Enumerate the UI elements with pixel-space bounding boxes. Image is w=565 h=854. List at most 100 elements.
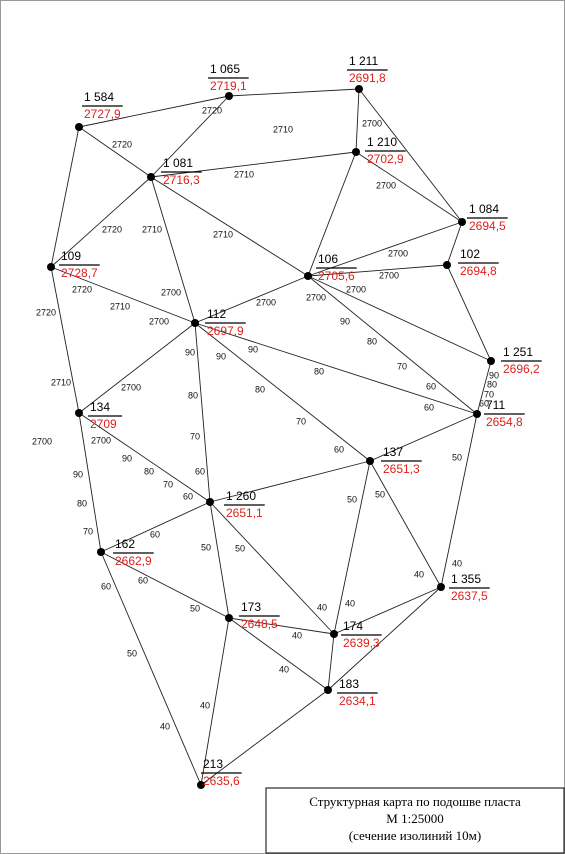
- well-elevation: 2719,1: [210, 79, 247, 93]
- contour-label: 40: [345, 598, 355, 608]
- well-number: 1 251: [503, 345, 533, 359]
- edge: [369, 413, 478, 462]
- edge: [100, 551, 230, 619]
- contour-label: 40: [160, 721, 170, 731]
- well-elevation: 2654,8: [486, 415, 523, 429]
- contour-label: 70: [83, 526, 93, 536]
- well-number: 1 355: [451, 572, 481, 586]
- contour-label: 40: [200, 700, 210, 710]
- contour-label: 90: [185, 347, 195, 357]
- edge: [440, 413, 478, 588]
- well-elevation: 2634,1: [339, 694, 376, 708]
- well-elevation: 2639,3: [343, 636, 380, 650]
- contour-label: 2700: [379, 270, 399, 280]
- well-elevation: 2709: [90, 417, 117, 431]
- edge: [194, 322, 371, 462]
- edge: [194, 322, 478, 415]
- well-number: 137: [383, 445, 403, 459]
- edge: [333, 586, 442, 635]
- contour-label: 2710: [110, 301, 130, 311]
- well-point: [225, 92, 233, 100]
- well-point: [473, 410, 481, 418]
- well-elevation: 2728,7: [61, 266, 98, 280]
- well-elevation: 2694,8: [460, 264, 497, 278]
- contour-label: 2710: [142, 224, 162, 234]
- well-elevation: 2691,8: [349, 71, 386, 85]
- edge: [78, 412, 102, 553]
- well-point: [324, 686, 332, 694]
- edge: [100, 551, 202, 786]
- well-elevation: 2705,6: [318, 269, 355, 283]
- edge: [209, 501, 230, 619]
- well-elevation: 2635,6: [203, 774, 240, 788]
- contour-label: 2700: [149, 316, 169, 326]
- contour-label: 60: [183, 491, 193, 501]
- contour-label: 40: [317, 602, 327, 612]
- edge: [200, 689, 329, 786]
- well-point: [147, 173, 155, 181]
- legend-title: Структурная карта по подошве пласта: [309, 794, 521, 809]
- well-number: 1 584: [84, 90, 114, 104]
- edge: [307, 264, 448, 277]
- edge: [194, 275, 309, 324]
- contour-label: 50: [201, 542, 211, 552]
- well-point: [304, 272, 312, 280]
- contour-label: 2720: [112, 139, 132, 149]
- edge: [358, 88, 463, 223]
- well-number: 1 210: [367, 135, 397, 149]
- contour-label: 60: [334, 444, 344, 454]
- edge: [50, 266, 80, 414]
- edge: [209, 460, 371, 503]
- well-point: [97, 548, 105, 556]
- edge: [476, 360, 492, 415]
- contour-label: 60: [150, 529, 160, 539]
- contour-label: 80: [77, 498, 87, 508]
- well-number: 1 260: [226, 489, 256, 503]
- contour-label: 60: [101, 581, 111, 591]
- well-number: 102: [460, 247, 480, 261]
- well-elevation: 2727,9: [84, 107, 121, 121]
- edge: [327, 586, 442, 691]
- well-point: [366, 457, 374, 465]
- edge: [50, 176, 152, 268]
- contour-label: 80: [144, 466, 154, 476]
- contour-label: 90: [216, 351, 226, 361]
- contour-label: 40: [279, 664, 289, 674]
- edge: [78, 126, 152, 178]
- contour-label: 2700: [376, 180, 396, 190]
- well-elevation: 2662,9: [115, 554, 152, 568]
- well-point: [352, 148, 360, 156]
- contour-label: 50: [127, 648, 137, 658]
- well-point: [75, 123, 83, 131]
- edge: [369, 460, 442, 588]
- contour-label: 2700: [32, 436, 52, 446]
- contour-label: 40: [414, 569, 424, 579]
- edge: [228, 617, 329, 691]
- contour-label: 60: [138, 575, 148, 585]
- contour-label: 90: [73, 469, 83, 479]
- well-number: 173: [241, 600, 261, 614]
- contour-label: 80: [487, 379, 497, 389]
- legend-scale: М 1:25000: [386, 811, 443, 826]
- well-point: [47, 263, 55, 271]
- well-elevation: 2648,5: [241, 617, 278, 631]
- well-number: 1 084: [469, 202, 499, 216]
- edge: [446, 264, 492, 362]
- contour-label: 80: [255, 384, 265, 394]
- contour-label: 2710: [234, 169, 254, 179]
- well-point: [458, 218, 466, 226]
- well-number: 183: [339, 677, 359, 691]
- contour-label: 2720: [36, 307, 56, 317]
- edge: [78, 412, 211, 503]
- edge: [150, 95, 230, 178]
- well-number: 1 065: [210, 62, 240, 76]
- contour-label: 60: [424, 402, 434, 412]
- contour-label: 2710: [273, 124, 293, 134]
- contour-label: 50: [235, 543, 245, 553]
- edge: [150, 176, 196, 324]
- edge: [355, 88, 360, 153]
- contour-label: 2700: [161, 287, 181, 297]
- contour-label: 2710: [213, 229, 233, 239]
